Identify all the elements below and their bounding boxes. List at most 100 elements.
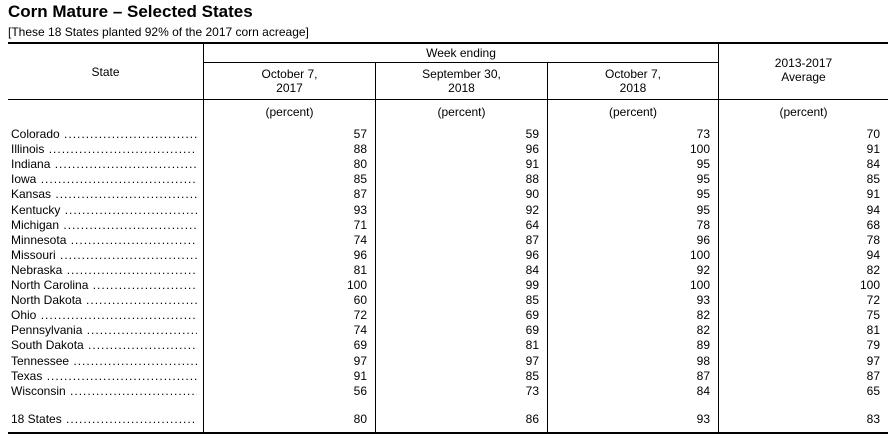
table-row: Tennessee ..............................… [0,354,896,369]
value-cell: 91 [353,368,367,383]
table-row: South Dakota ...........................… [0,338,896,353]
state-name: North Dakota ...........................… [11,293,197,308]
column-divider-3 [547,62,548,432]
value-cell: 75 [866,308,880,323]
value-cell: 100 [859,278,880,292]
value-cell: 93 [696,293,710,308]
week-ending-header: Week ending [426,46,496,60]
value-cell: 82 [866,262,880,277]
value-cell: 59 [525,127,539,141]
value-cell: 70 [866,127,880,141]
dot-leader: ........................................… [60,247,197,262]
value-cell: 96 [525,247,539,262]
table-row: Wisconsin ..............................… [0,384,896,399]
unit-label: (percent) [437,105,486,119]
value-cell: 83 [866,412,880,426]
table-row: Minnesota ..............................… [0,233,896,248]
unit-label: (percent) [779,105,828,119]
value-cell: 89 [696,338,710,353]
state-label: Ohio [11,308,37,323]
dot-leader: ........................................… [70,383,197,398]
value-cell: 85 [866,172,880,187]
value-cell: 72 [866,293,880,308]
table-row: North Dakota ...........................… [0,293,896,308]
value-cell: 68 [866,217,880,232]
value-cell: 100 [689,278,710,292]
state-name: Wisconsin ..............................… [11,384,197,399]
value-cell: 81 [525,338,539,353]
state-label: Kansas [11,187,52,202]
value-cell: 100 [689,142,710,157]
table-top-rule [8,42,888,44]
value-cell: 88 [525,172,539,187]
dot-leader: ........................................… [70,232,197,247]
value-cell: 84 [866,157,880,172]
value-cell: 87 [866,368,880,383]
value-cell: 92 [525,202,539,217]
dot-leader: ........................................… [86,293,197,308]
state-label: North Dakota [11,293,82,308]
page-title: Corn Mature – Selected States [8,2,253,21]
state-label: Tennessee [11,353,70,368]
table-row: Illinois ...............................… [0,142,896,157]
value-cell: 94 [866,247,880,262]
table-row: Pennsylvania ...........................… [0,323,896,338]
state-name: Nebraska ...............................… [11,263,197,278]
dot-leader: ........................................… [64,202,197,217]
value-cell: 65 [866,383,880,398]
state-name: Texas ..................................… [11,369,197,384]
value-cell: 84 [696,383,710,398]
dot-leader: ........................................… [63,217,197,232]
state-name: Minnesota ..............................… [11,233,197,248]
value-cell: 71 [353,217,367,232]
state-name: Colorado ...............................… [11,127,197,142]
column-divider-4 [718,43,719,432]
value-cell: 73 [525,383,539,398]
value-cell: 93 [353,202,367,217]
total-row: 18 States ..............................… [0,412,896,427]
value-cell: 87 [353,187,367,202]
state-name: South Dakota ...........................… [11,338,197,353]
table-row: Michigan ...............................… [0,218,896,233]
state-label: Indiana [11,157,51,172]
state-label: Illinois [11,142,45,157]
state-name: Iowa ...................................… [11,172,197,187]
value-cell: 95 [696,202,710,217]
value-cell: 87 [525,232,539,247]
value-cell: 95 [696,187,710,202]
value-cell: 84 [525,262,539,277]
value-cell: 100 [346,278,367,292]
value-cell: 64 [525,217,539,232]
state-label: 18 States [11,412,62,426]
state-name: Kansas .................................… [11,187,197,202]
value-cell: 97 [353,353,367,368]
dot-leader: ........................................… [46,368,197,383]
page-subtitle: [These 18 States planted 92% of the 2017… [8,25,309,39]
state-label: Missouri [11,247,56,262]
table-row: Texas ..................................… [0,369,896,384]
state-name: 18 States ..............................… [11,412,197,427]
dot-leader: ........................................… [66,262,197,277]
state-name: Pennsylvania ...........................… [11,323,197,338]
value-cell: 81 [353,262,367,277]
value-cell: 90 [525,187,539,202]
state-name: Michigan ...............................… [11,218,197,233]
value-cell: 85 [353,172,367,187]
table-row: Missouri ...............................… [0,248,896,263]
value-cell: 99 [525,278,539,292]
value-cell: 60 [353,293,367,308]
table-row: Kansas .................................… [0,187,896,202]
table-row: Ohio ...................................… [0,308,896,323]
value-cell: 85 [525,368,539,383]
header-bottom-rule [8,99,888,100]
value-cell: 94 [866,202,880,217]
state-label: Texas [11,368,43,383]
state-label: Nebraska [11,262,63,277]
state-name: Kentucky ...............................… [11,203,197,218]
state-label: Minnesota [11,232,67,247]
value-cell: 79 [866,338,880,353]
value-cell: 96 [353,247,367,262]
dot-leader: ........................................… [73,353,197,368]
state-label: Wisconsin [11,383,66,398]
dot-leader: ........................................… [86,323,197,338]
